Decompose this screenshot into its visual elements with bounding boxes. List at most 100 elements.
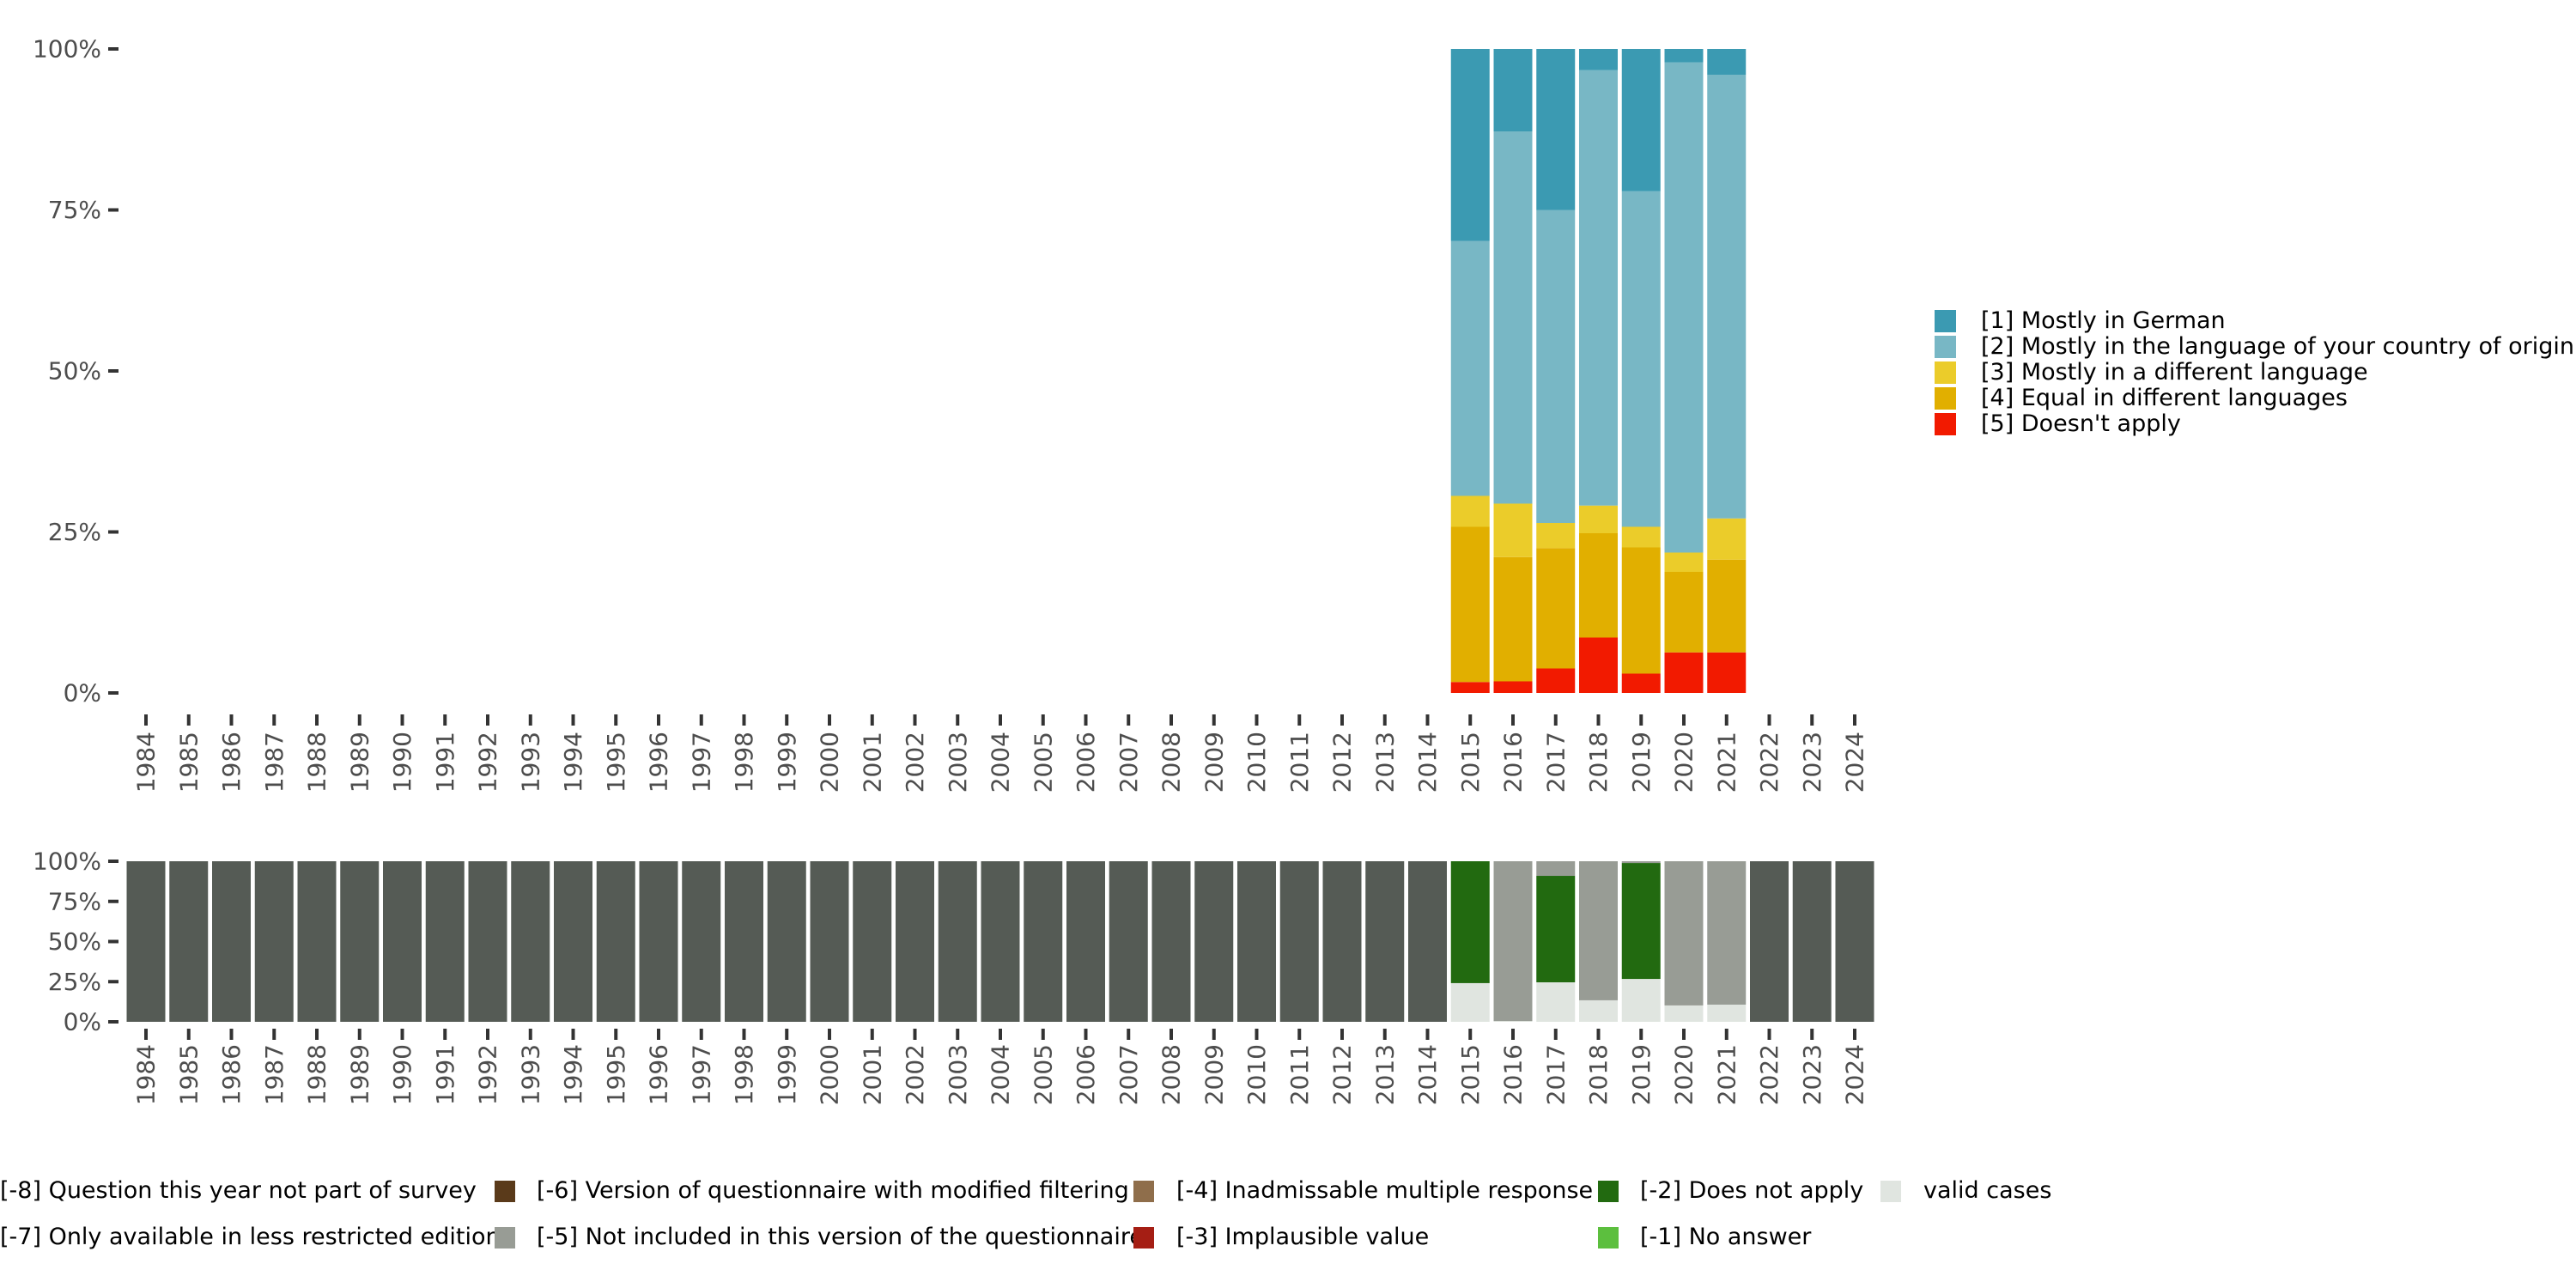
bottom-bar-segment (1408, 861, 1447, 1022)
bottom-x-tick-label: 2016 (1499, 1044, 1528, 1105)
bottom-bar-segment (340, 861, 380, 1022)
bottom-bar-segment (1024, 861, 1063, 1022)
top-bar-segment (1707, 518, 1747, 560)
bottom-y-tick-label: 75% (48, 887, 101, 915)
top-bar-segment (1707, 559, 1747, 653)
bottom-bar-segment (981, 861, 1020, 1022)
top-x-tick-label: 2017 (1541, 732, 1570, 793)
top-x-tick-label: 2011 (1285, 732, 1314, 793)
bottom-bar-segment (169, 861, 209, 1022)
top-x-tick-label: 2002 (901, 732, 929, 793)
bottom-bar-segment (767, 861, 806, 1022)
bottom-x-tick-label: 2021 (1712, 1044, 1741, 1105)
bottom-bar-segment (254, 861, 294, 1022)
bottom-x-tick-label: 2019 (1627, 1044, 1656, 1105)
top-bar-segment (1664, 652, 1704, 693)
top-x-tick-label: 1986 (217, 732, 246, 793)
bottom-bar-segment (639, 861, 678, 1022)
top-x-tick-label: 2015 (1456, 732, 1485, 793)
top-bar-segment (1707, 652, 1747, 693)
bottom-x-tick-label: 2006 (1072, 1044, 1100, 1105)
bottom-x-tick-label: 2002 (901, 1044, 929, 1105)
top-bar-segment (1621, 673, 1661, 693)
bottom-bar-segment (212, 861, 251, 1022)
bottom-x-tick-label: 2003 (944, 1044, 972, 1105)
top-x-tick-label: 2004 (987, 732, 1015, 793)
bottom-x-tick-label: 2017 (1541, 1044, 1570, 1105)
bottom-y-tick-label: 25% (48, 968, 101, 996)
bottom-x-tick-label: 2008 (1157, 1044, 1186, 1105)
top-bar-segment (1493, 681, 1533, 693)
legend-key (495, 1227, 515, 1249)
bottom-bar-segment (511, 861, 550, 1022)
bottom-bar-segment (1835, 861, 1874, 1022)
legend-label: [-8] Question this year not part of surv… (0, 1177, 477, 1204)
top-bar-segment (1664, 572, 1704, 653)
bottom-x-tick-label: 1990 (388, 1044, 416, 1105)
bottom-x-tick-label: 2022 (1755, 1044, 1783, 1105)
top-x-tick-label: 2007 (1115, 732, 1143, 793)
bottom-x-tick-label: 2001 (858, 1044, 886, 1105)
bottom-bar-segment (725, 861, 763, 1022)
bottom-bar-segment (896, 861, 934, 1022)
bottom-bar-segment (1792, 861, 1832, 1022)
top-x-tick-label: 1989 (345, 732, 374, 793)
legend-label: [-6] Version of questionnaire with modif… (537, 1177, 1129, 1204)
bottom-x-tick-label: 1993 (516, 1044, 544, 1105)
bottom-x-tick-label: 2015 (1456, 1044, 1485, 1105)
bottom-x-tick-label: 1997 (687, 1044, 715, 1105)
bottom-x-tick-label: 1988 (303, 1044, 331, 1105)
top-x-tick-label: 2019 (1627, 732, 1656, 793)
top-y-tick-label: 25% (48, 518, 101, 546)
legend-label: [5] Doesn't apply (1981, 410, 2181, 437)
top-x-tick-label: 1984 (132, 732, 161, 793)
top-bar-segment (1579, 505, 1618, 533)
top-bar-segment (1707, 75, 1747, 519)
top-bar-segment (1621, 526, 1661, 548)
top-x-tick-label: 1996 (645, 732, 673, 793)
bottom-bar-segment (1621, 863, 1661, 980)
bottom-x-tick-label: 2000 (816, 1044, 844, 1105)
bottom-x-tick-label: 1987 (260, 1044, 289, 1105)
top-x-tick-label: 2014 (1413, 732, 1442, 793)
bottom-bar-segment (1151, 861, 1191, 1022)
top-bar-segment (1493, 131, 1533, 504)
top-bar-segment (1536, 548, 1576, 669)
legend-label: [2] Mostly in the language of your count… (1981, 333, 2574, 360)
bottom-bar-segment (1664, 861, 1704, 1005)
bottom-x-tick-label: 1986 (217, 1044, 246, 1105)
bottom-x-tick-label: 2014 (1413, 1044, 1442, 1105)
legend-key (1935, 336, 1956, 358)
top-y-tick-label: 0% (64, 679, 101, 708)
bottom-x-tick-label: 2012 (1328, 1044, 1357, 1105)
bottom-bar-segment (1664, 1005, 1704, 1022)
bottom-x-tick-label: 1995 (602, 1044, 630, 1105)
top-x-tick-label: 1987 (260, 732, 289, 793)
top-x-tick-label: 1988 (303, 732, 331, 793)
top-x-tick-label: 2010 (1242, 732, 1271, 793)
bottom-bar-segment (1237, 861, 1276, 1022)
bottom-x-tick-label: 2005 (1029, 1044, 1057, 1105)
top-bar-segment (1536, 668, 1576, 693)
legend-label: [-5] Not included in this version of the… (537, 1224, 1144, 1250)
bottom-x-tick-label: 2023 (1798, 1044, 1826, 1105)
bottom-x-tick-label: 2024 (1841, 1044, 1869, 1105)
top-x-tick-label: 2012 (1328, 732, 1357, 793)
bottom-x-tick-label: 2020 (1670, 1044, 1698, 1105)
bottom-x-tick-label: 2004 (987, 1044, 1015, 1105)
legend-label: [3] Mostly in a different language (1981, 359, 2368, 386)
bottom-bar-segment (938, 861, 977, 1022)
bottom-x-tick-label: 1996 (645, 1044, 673, 1105)
top-bar-segment (1450, 526, 1490, 683)
bottom-x-tick-label: 2009 (1200, 1044, 1228, 1105)
bottom-bar-segment (1322, 861, 1362, 1022)
top-bar-segment (1450, 240, 1490, 496)
bottom-x-tick-label: 1989 (345, 1044, 374, 1105)
top-bar-segment (1579, 70, 1618, 506)
legend-key (1935, 413, 1956, 435)
bottom-bar-segment (596, 861, 635, 1022)
top-x-tick-label: 2009 (1200, 732, 1228, 793)
top-x-tick-label: 2020 (1670, 732, 1698, 793)
top-bar-segment (1621, 547, 1661, 674)
top-bar-segment (1579, 49, 1618, 70)
